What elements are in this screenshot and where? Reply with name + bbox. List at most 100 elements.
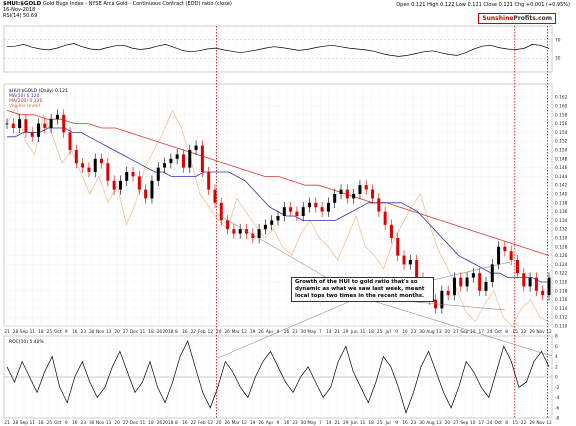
roc-series-line — [6, 340, 550, 415]
x-tick-label: May — [307, 420, 316, 426]
annotation-pointer — [359, 296, 553, 357]
brand-logo: SunshineProfits.com — [478, 13, 556, 24]
x-tick-label: 30 — [419, 420, 425, 426]
x-tick-label: Oct — [494, 329, 502, 335]
x-tick-label: 12 — [241, 329, 247, 335]
x-tick-label: 27 — [123, 420, 129, 426]
x-tick-label: 16 — [72, 329, 78, 335]
legend-main: $HUI:$GOLD (Daily) 0.121 — [9, 89, 68, 94]
x-tick-label: Nov — [96, 420, 105, 426]
candle-body — [452, 277, 456, 296]
main-tick-label: 0.148 — [555, 156, 568, 162]
main-tick-label: 0.124 — [555, 262, 568, 268]
main-tick-label: 0.122 — [555, 271, 568, 277]
candle-body — [308, 202, 312, 208]
main-tick-label: 0.128 — [555, 244, 568, 250]
x-tick-label: 25 — [47, 420, 53, 426]
candle-body — [43, 123, 47, 128]
x-tick-label: 8 — [175, 420, 178, 426]
x-tick-label: Sep — [20, 329, 28, 335]
x-tick-label: Nov — [536, 329, 545, 335]
x-tick-label: 30 — [301, 420, 307, 426]
x-tick-label: 20 — [445, 420, 451, 426]
roc-tick-label: 4 — [555, 354, 558, 360]
x-tick-label: 18 — [38, 329, 44, 335]
x-tick-label: 26 — [224, 329, 230, 335]
main-tick-label: 0.136 — [555, 209, 568, 215]
candle-body — [100, 158, 104, 164]
candle-body — [333, 194, 337, 203]
candle-body — [125, 172, 129, 181]
x-tick-label: 25 — [377, 420, 383, 426]
x-tick-label: Jul — [385, 420, 391, 426]
roc-tick-label: -8 — [555, 416, 560, 422]
candle-body — [144, 189, 148, 199]
candle-body — [497, 246, 501, 265]
x-tick-label: 7 — [319, 329, 322, 335]
x-tick-label: Sep — [460, 420, 468, 426]
candle-body — [276, 216, 280, 221]
x-tick-label: 23 — [411, 329, 417, 335]
x-tick-label: Mar — [232, 420, 240, 426]
x-tick-label: 30 — [301, 329, 307, 335]
legend-ma50: MA(50) 0.120 — [9, 94, 40, 99]
candle-body — [364, 185, 368, 190]
x-tick-label: 28 — [13, 420, 19, 426]
x-tick-label: 22 — [191, 329, 197, 335]
candle-body — [503, 246, 507, 252]
candle-body — [339, 189, 343, 194]
x-tick-label: 15 — [512, 329, 518, 335]
candle-body — [24, 119, 28, 133]
main-tick-label: 0.150 — [555, 148, 568, 154]
x-tick-label: 16 — [72, 420, 78, 426]
x-tick-label: 12 — [241, 420, 247, 426]
candle-body — [509, 251, 513, 260]
roc-tick-label: 6 — [555, 344, 558, 350]
x-tick-label: 12 — [208, 329, 214, 335]
x-tick-label: 16 — [284, 420, 290, 426]
main-tick-label: 0.112 — [555, 315, 568, 321]
x-tick-label: Oct — [494, 420, 502, 426]
x-tick-label: 29 — [529, 420, 535, 426]
x-tick-label: 18 — [148, 420, 154, 426]
candle-body — [371, 189, 375, 199]
candle-body — [175, 154, 179, 159]
x-tick-label: 14 — [326, 329, 332, 335]
annotation-pointer — [217, 296, 361, 359]
candle-body — [389, 224, 393, 238]
main-tick-label: 0.146 — [555, 165, 568, 171]
candle-body — [74, 150, 78, 164]
rsi-label: RSI(14) 50.69 — [3, 13, 38, 19]
main-legend: $HUI:$GOLD (Daily) 0.121 MA(50) 0.120 MA… — [9, 89, 68, 109]
main-tick-label: 0.140 — [555, 192, 568, 198]
candle-body — [396, 238, 400, 256]
x-tick-label: Feb — [198, 329, 206, 335]
x-tick-label: Oct — [54, 329, 62, 335]
x-tick-label: 22 — [191, 420, 197, 426]
ma200-line — [6, 110, 550, 256]
x-tick-label: 13 — [436, 329, 442, 335]
annotation-box: Growth of the HUI to gold ratio that's s… — [291, 277, 434, 302]
roc-tick-label: 2 — [555, 364, 558, 370]
candle-body — [200, 145, 204, 172]
candle-body — [478, 273, 482, 291]
candle-body — [68, 132, 72, 150]
main-tick-label: 0.130 — [555, 236, 568, 242]
x-tick-label: 29 — [343, 329, 349, 335]
candle-body — [232, 229, 236, 234]
main-tick-label: 0.116 — [555, 297, 568, 303]
x-tick-label: 18 — [368, 329, 374, 335]
x-tick-label: 8 — [505, 420, 508, 426]
x-tick-label: Jul — [385, 329, 391, 335]
x-tick-label: 10 — [470, 420, 476, 426]
candle-body — [528, 277, 532, 287]
main-tick-label: 0.142 — [555, 183, 568, 189]
candle-body — [62, 114, 66, 133]
x-tick-label: Sep — [460, 329, 468, 335]
x-tick-label: 21 — [4, 420, 10, 426]
candle-body — [515, 260, 519, 274]
main-tick-label: 0.162 — [555, 95, 568, 101]
candle-body — [207, 172, 211, 190]
roc-tick-label: -6 — [555, 405, 560, 411]
x-tick-label: 7 — [319, 420, 322, 426]
